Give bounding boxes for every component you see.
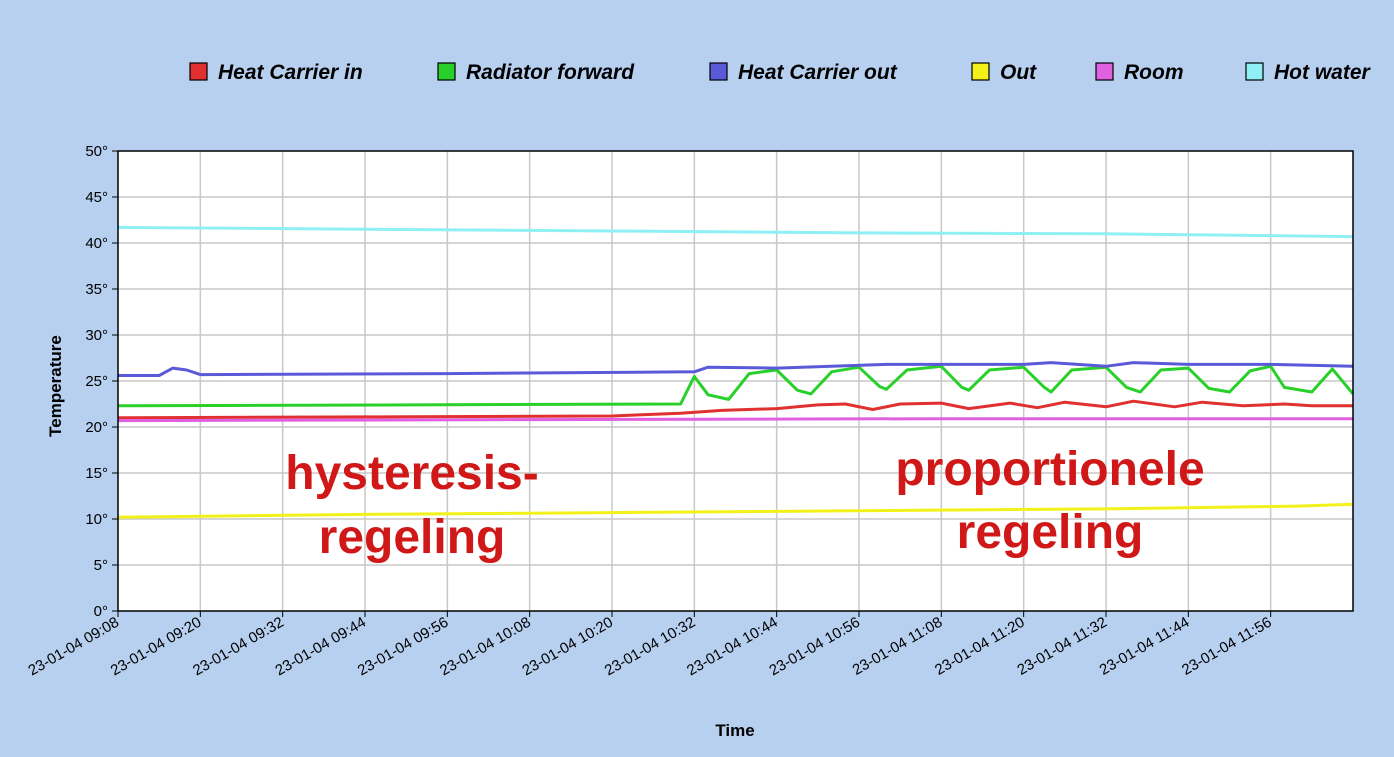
x-tick-label: 23-01-04 10:20 [519,614,616,680]
y-axis: 0° 5° 10° 15° 20° 25° 30° 35° 40° 45° 50° [85,143,118,620]
annotation-text: hysteresis- [285,447,538,500]
annotation-text: regeling [319,511,506,564]
series-layer [117,225,1355,519]
series-line [117,364,1355,408]
legend-swatch [189,62,208,81]
legend-swatch [437,62,456,81]
annotations: hysteresis-regeling proportionele regeling [285,443,1204,564]
series-line [118,361,1354,377]
series-line [117,225,1354,239]
y-tick-label: 35° [85,281,108,298]
y-tick-label: 45° [85,189,108,206]
x-tick-label: 23-01-04 10:08 [437,614,534,680]
x-tick-label: 23-01-04 10:56 [766,614,863,680]
y-tick-label: 25° [85,373,108,390]
legend-label: Hot water [1274,61,1372,84]
x-tick-label: 23-01-04 11:32 [1014,614,1110,679]
series-line [117,399,1353,420]
legend-swatch [1245,62,1264,81]
y-tick-label: 10° [85,511,108,528]
x-tick-label: 23-01-04 09:08 [25,614,122,680]
y-tick-label: 20° [85,419,108,436]
y-tick-label: 30° [85,327,108,344]
legend-label: Room [1124,61,1184,84]
y-tick-label: 0° [94,603,108,620]
legend-label: Radiator forward [466,61,635,84]
legend-label: Heat Carrier in [218,61,363,84]
legend-swatch [709,62,728,81]
series-line [117,502,1354,519]
y-tick-label: 50° [85,143,108,160]
legend-swatch [1095,62,1114,81]
legend-label: Heat Carrier out [738,61,898,84]
grid [118,151,1353,611]
legend: Heat Carrier in Radiator forward Heat Carr… [189,61,1372,84]
x-tick-label: 23-01-04 09:56 [355,614,452,680]
x-tick-label: 23-01-04 11:44 [1097,614,1193,679]
annotation-text: regeling [957,506,1144,559]
x-axis-title: Time [715,721,754,740]
x-tick-label: 23-01-04 10:44 [684,614,781,680]
y-tick-label: 40° [85,235,108,252]
y-tick-label: 5° [94,557,108,574]
y-tick-label: 15° [85,465,108,482]
series-line [117,417,1353,423]
x-tick-label: 23-01-04 10:32 [602,614,699,680]
legend-label: Out [1000,61,1037,84]
annotation-text: proportionele [895,443,1204,496]
x-tick-label: 23-01-04 09:32 [190,614,287,680]
y-axis-title: Temperature [46,335,65,437]
x-tick-label: 23-01-04 11:56 [1179,614,1275,679]
x-tick-label: 23-01-04 09:44 [272,614,369,680]
x-tick-label: 23-01-04 11:20 [932,614,1028,679]
legend-swatch [971,62,990,81]
x-tick-label: 23-01-04 09:20 [108,614,205,680]
x-tick-label: 23-01-04 11:08 [850,614,946,679]
